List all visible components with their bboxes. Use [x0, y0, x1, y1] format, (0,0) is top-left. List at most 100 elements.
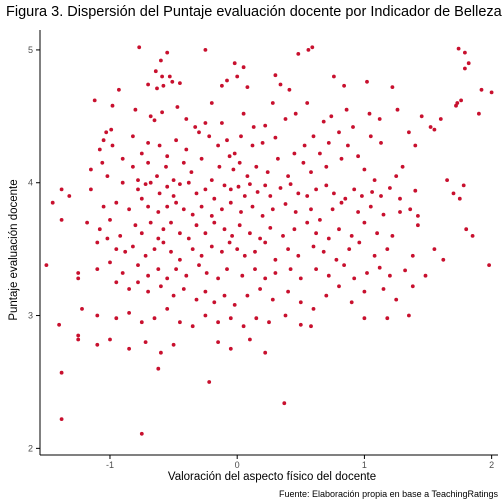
- data-point: [311, 307, 316, 311]
- data-point: [127, 311, 131, 315]
- data-point: [235, 247, 240, 252]
- data-point: [248, 182, 252, 187]
- data-point: [220, 83, 224, 88]
- data-point: [352, 187, 357, 192]
- data-point: [283, 202, 288, 206]
- data-point: [489, 90, 494, 95]
- data-point: [203, 313, 208, 318]
- data-point: [175, 105, 180, 109]
- data-point: [178, 231, 182, 236]
- data-point: [152, 316, 157, 321]
- data-point: [232, 61, 237, 66]
- data-point: [59, 187, 64, 192]
- data-point: [347, 247, 352, 252]
- data-point: [332, 191, 336, 196]
- data-point: [207, 380, 212, 384]
- data-point: [479, 87, 484, 92]
- data-point: [136, 187, 140, 192]
- data-point: [148, 180, 153, 185]
- data-point: [203, 121, 208, 125]
- data-point: [76, 333, 81, 338]
- data-point: [321, 249, 326, 254]
- data-point: [403, 268, 407, 273]
- data-point: [302, 143, 307, 148]
- data-point: [220, 249, 224, 254]
- data-point: [362, 167, 367, 172]
- data-point: [248, 337, 252, 342]
- data-point: [220, 121, 224, 125]
- data-point: [381, 287, 386, 291]
- data-point: [314, 187, 318, 192]
- data-point: [159, 350, 163, 355]
- data-point: [423, 273, 428, 278]
- data-point: [282, 401, 287, 406]
- data-point: [184, 147, 189, 152]
- data-point: [346, 143, 350, 148]
- data-point: [89, 187, 93, 192]
- data-point: [293, 210, 298, 214]
- data-point: [459, 98, 463, 103]
- data-point: [181, 160, 186, 165]
- data-point: [337, 284, 341, 289]
- data-points: [44, 45, 494, 436]
- y-axis-ticks: 2 3 4 5: [28, 45, 40, 453]
- x-tick-label: 0: [235, 460, 240, 470]
- data-point: [123, 249, 128, 254]
- data-point: [220, 207, 224, 212]
- data-point: [407, 130, 411, 135]
- data-point: [212, 196, 217, 201]
- data-point: [368, 204, 373, 209]
- data-point: [254, 164, 259, 169]
- data-point: [330, 207, 335, 212]
- data-point: [50, 200, 55, 205]
- data-point: [339, 200, 344, 205]
- y-tick-label: 5: [28, 45, 33, 55]
- data-point: [159, 284, 163, 289]
- data-point: [217, 164, 222, 169]
- data-point: [184, 273, 189, 278]
- data-point: [398, 196, 402, 201]
- data-point: [356, 154, 360, 159]
- data-point: [76, 271, 81, 275]
- data-point: [365, 79, 369, 84]
- data-point: [199, 253, 204, 258]
- data-point: [133, 107, 138, 112]
- data-point: [438, 117, 443, 121]
- data-point: [212, 300, 217, 305]
- data-point: [454, 103, 458, 108]
- data-point: [339, 156, 344, 161]
- data-point: [253, 267, 257, 271]
- data-point: [342, 83, 346, 88]
- data-point: [114, 247, 119, 252]
- data-point: [260, 141, 265, 145]
- data-point: [228, 346, 233, 351]
- data-point: [237, 160, 242, 165]
- data-point: [301, 160, 306, 165]
- data-point: [222, 293, 227, 298]
- data-point: [349, 234, 354, 238]
- data-point: [95, 342, 100, 347]
- data-point: [250, 204, 255, 209]
- data-point: [263, 183, 268, 188]
- data-point: [329, 114, 334, 119]
- data-point: [337, 130, 341, 135]
- data-point: [67, 194, 72, 198]
- data-point: [222, 183, 227, 188]
- data-point: [169, 249, 173, 254]
- data-point: [156, 366, 161, 371]
- data-point: [59, 417, 64, 421]
- data-point: [298, 322, 303, 327]
- data-point: [152, 247, 157, 252]
- data-point: [318, 151, 322, 156]
- data-point: [100, 160, 105, 165]
- data-point: [298, 276, 303, 281]
- data-point: [265, 170, 270, 175]
- data-point: [153, 69, 158, 74]
- data-point: [432, 127, 437, 132]
- data-point: [152, 118, 157, 123]
- data-point: [148, 220, 153, 225]
- data-point: [263, 240, 268, 245]
- data-point: [357, 240, 362, 245]
- data-point: [372, 253, 377, 258]
- data-point: [120, 156, 125, 161]
